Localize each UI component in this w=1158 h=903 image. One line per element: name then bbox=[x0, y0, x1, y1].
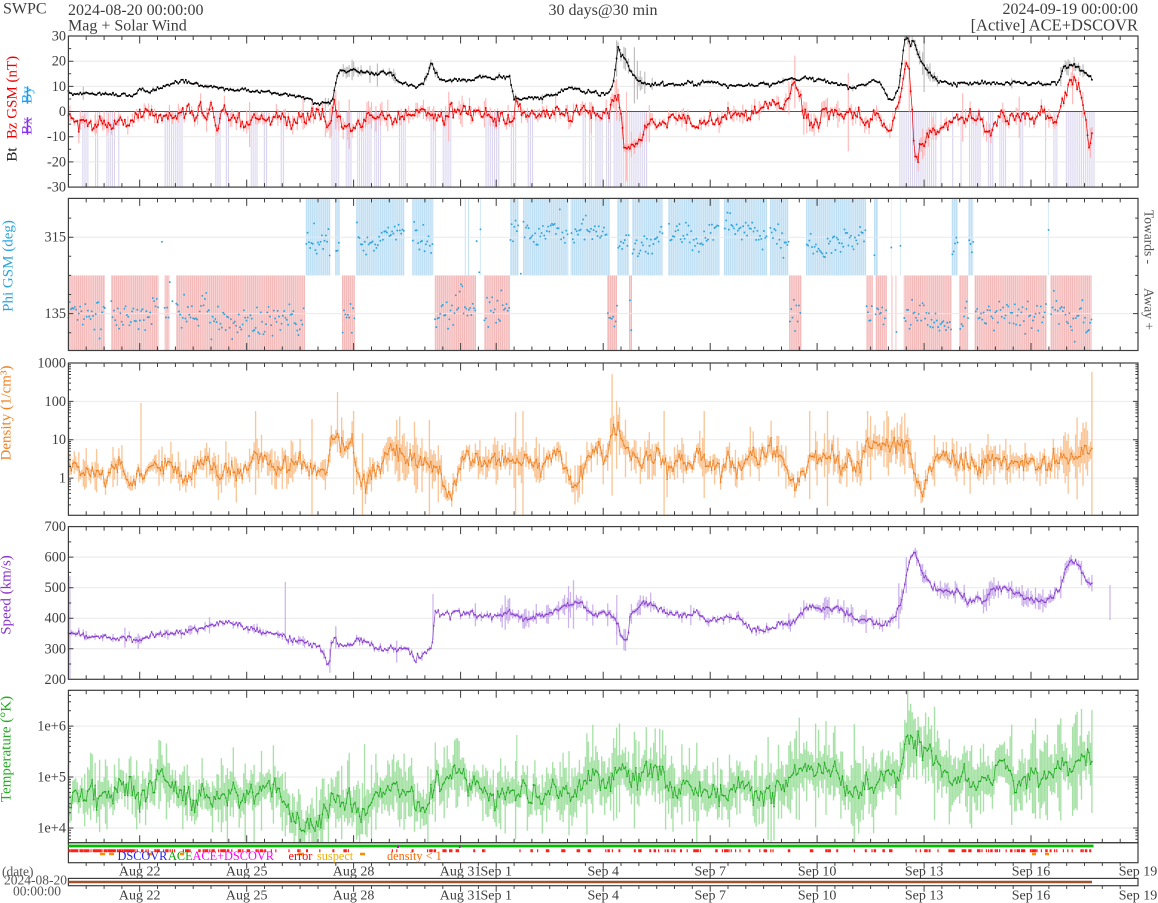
svg-text:100: 100 bbox=[45, 394, 66, 410]
svg-text:Sep 7: Sep 7 bbox=[694, 889, 726, 903]
svg-text:Sep 13: Sep 13 bbox=[905, 889, 944, 903]
svg-text:Aug 28: Aug 28 bbox=[333, 889, 375, 903]
svg-text:Bt: Bt bbox=[5, 147, 21, 162]
svg-text:135: 135 bbox=[45, 306, 66, 322]
svg-text:200: 200 bbox=[45, 672, 66, 688]
svg-text:Sep 13: Sep 13 bbox=[905, 865, 944, 880]
svg-text:0: 0 bbox=[59, 104, 66, 120]
svg-text:10: 10 bbox=[52, 79, 66, 95]
svg-text:10: 10 bbox=[52, 432, 66, 448]
svg-text:Sep 4: Sep 4 bbox=[587, 865, 619, 880]
svg-text:00:00:00: 00:00:00 bbox=[13, 883, 61, 898]
svg-text:(date): (date) bbox=[2, 864, 33, 879]
svg-text:Aug 31: Aug 31 bbox=[440, 865, 482, 880]
svg-text:-20: -20 bbox=[47, 154, 66, 170]
svg-text:Aug 31: Aug 31 bbox=[440, 889, 482, 903]
svg-text:2024-08-20: 2024-08-20 bbox=[4, 873, 67, 888]
svg-text:1e+6: 1e+6 bbox=[37, 719, 66, 735]
svg-text:1: 1 bbox=[59, 471, 66, 487]
svg-text:Sep 7: Sep 7 bbox=[694, 865, 726, 880]
svg-text:Aug 28: Aug 28 bbox=[333, 865, 375, 880]
svg-text:Aug 22: Aug 22 bbox=[119, 865, 161, 880]
svg-text:30 days@30 min: 30 days@30 min bbox=[549, 2, 658, 19]
svg-text:Towards -: Towards - bbox=[1142, 210, 1157, 265]
svg-text:-30: -30 bbox=[47, 180, 66, 196]
svg-text:400: 400 bbox=[45, 611, 66, 627]
svg-text:ACE+DSCOVR: ACE+DSCOVR bbox=[193, 849, 275, 863]
svg-text:Sep 19: Sep 19 bbox=[1119, 865, 1158, 880]
svg-text:2024-09-19 00:00:00: 2024-09-19 00:00:00 bbox=[1002, 1, 1138, 18]
svg-text:Aug 25: Aug 25 bbox=[226, 889, 268, 903]
svg-text:Aug 25: Aug 25 bbox=[226, 865, 268, 880]
svg-text:Sep 1: Sep 1 bbox=[480, 865, 512, 880]
svg-text:SWPC: SWPC bbox=[3, 1, 47, 18]
svg-text:Sep 19: Sep 19 bbox=[1119, 889, 1158, 903]
svg-text:Bz GSM (nT): Bz GSM (nT) bbox=[5, 56, 21, 139]
svg-text:600: 600 bbox=[45, 550, 66, 566]
svg-text:Sep 16: Sep 16 bbox=[1012, 865, 1051, 880]
svg-text:Sep 10: Sep 10 bbox=[798, 889, 837, 903]
svg-text:1e+4: 1e+4 bbox=[37, 821, 66, 837]
svg-text:density < 1: density < 1 bbox=[387, 849, 442, 863]
svg-text:20: 20 bbox=[52, 54, 66, 70]
svg-text:-10: -10 bbox=[47, 129, 66, 145]
svg-text:Phi GSM (deg): Phi GSM (deg) bbox=[1, 220, 17, 312]
svg-text:Away +: Away + bbox=[1142, 288, 1157, 330]
svg-text:30: 30 bbox=[52, 29, 66, 45]
svg-text:Temperature (°K): Temperature (°K) bbox=[0, 696, 15, 802]
svg-text:700: 700 bbox=[45, 519, 66, 535]
svg-text:ACE: ACE bbox=[168, 849, 193, 863]
svg-text:1e+5: 1e+5 bbox=[37, 770, 66, 786]
svg-text:Bx: Bx bbox=[20, 117, 36, 135]
svg-text:Sep 4: Sep 4 bbox=[587, 889, 619, 903]
svg-text:500: 500 bbox=[45, 580, 66, 596]
svg-text:suspect: suspect bbox=[317, 849, 354, 863]
svg-text:Speed (km/s): Speed (km/s) bbox=[0, 555, 15, 635]
svg-text:Mag + Solar Wind: Mag + Solar Wind bbox=[68, 18, 187, 35]
svg-text:1000: 1000 bbox=[37, 356, 66, 372]
svg-text:[Active] ACE+DSCOVR: [Active] ACE+DSCOVR bbox=[971, 16, 1138, 35]
svg-text:DSCOVR: DSCOVR bbox=[118, 849, 169, 863]
svg-text:300: 300 bbox=[45, 641, 66, 657]
svg-text:Aug 22: Aug 22 bbox=[119, 889, 161, 903]
svg-text:Density (1/cm³): Density (1/cm³) bbox=[0, 366, 15, 461]
svg-text:error: error bbox=[289, 849, 313, 863]
svg-text:2024-08-20 00:00:00: 2024-08-20 00:00:00 bbox=[68, 2, 204, 19]
svg-text:Sep 1: Sep 1 bbox=[480, 889, 512, 903]
svg-text:By: By bbox=[20, 86, 36, 104]
svg-text:315: 315 bbox=[45, 230, 66, 246]
svg-text:Sep 16: Sep 16 bbox=[1012, 889, 1051, 903]
svg-text:Sep 10: Sep 10 bbox=[798, 865, 837, 880]
